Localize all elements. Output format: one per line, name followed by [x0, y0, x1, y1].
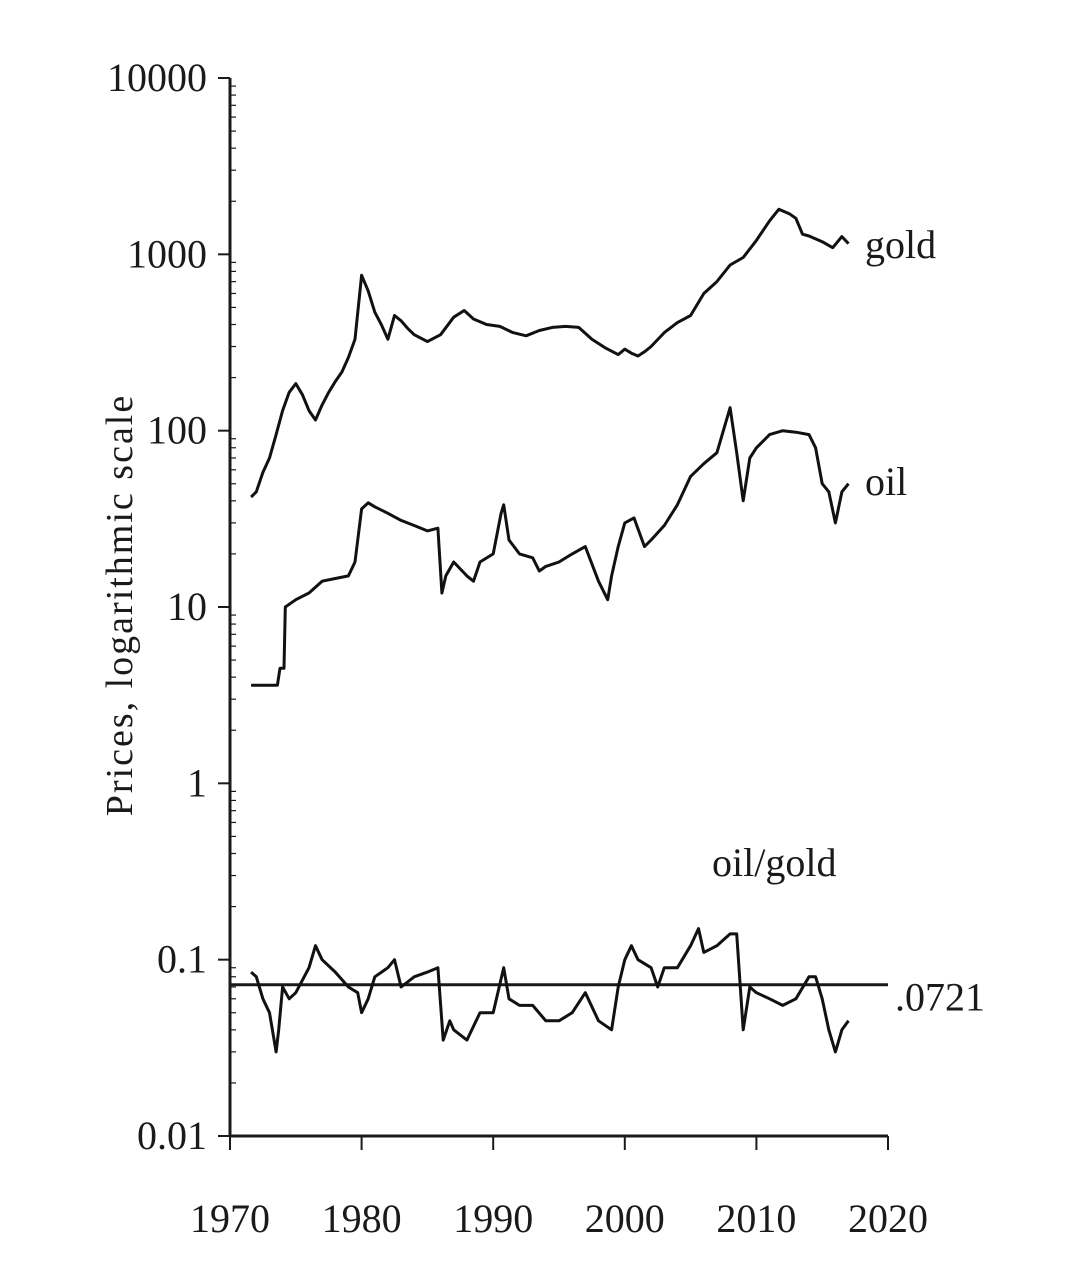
x-tick-label: 1980	[322, 1196, 402, 1241]
y-tick-label: 10	[167, 584, 207, 629]
series-label-oil-gold: oil/gold	[712, 840, 836, 885]
y-tick-label: 0.01	[137, 1113, 207, 1158]
y-tick-labels: 10000 1000 100 10 1 0.1 0.01	[107, 55, 207, 1158]
x-tick-label: 1970	[190, 1196, 270, 1241]
x-tick-labels: 1970 1980 1990 2000 2010 2020	[190, 1196, 928, 1241]
y-axis-title: Prices, logarithmic scale	[99, 394, 141, 817]
series-labels: gold oil oil/gold	[712, 222, 936, 885]
x-tick-label: 1990	[453, 1196, 533, 1241]
x-tick-label: 2010	[716, 1196, 796, 1241]
y-tick-label: 10000	[107, 55, 207, 100]
series-line-oil-gold	[250, 927, 850, 1054]
reference-line-label: .0721	[895, 975, 985, 1020]
y-tick-label: 0.1	[157, 937, 207, 982]
series-label-oil: oil	[865, 459, 907, 504]
y-tick-label: 1000	[127, 231, 207, 276]
series-group	[250, 207, 850, 1054]
series-label-gold: gold	[865, 222, 936, 267]
x-tick-label: 2020	[848, 1196, 928, 1241]
x-tick-label: 2000	[585, 1196, 665, 1241]
series-line-oil	[251, 406, 850, 687]
series-line-gold	[250, 207, 850, 499]
axis-ticks	[218, 77, 889, 1150]
y-tick-label: 100	[147, 408, 207, 453]
y-tick-label: 1	[187, 760, 207, 805]
